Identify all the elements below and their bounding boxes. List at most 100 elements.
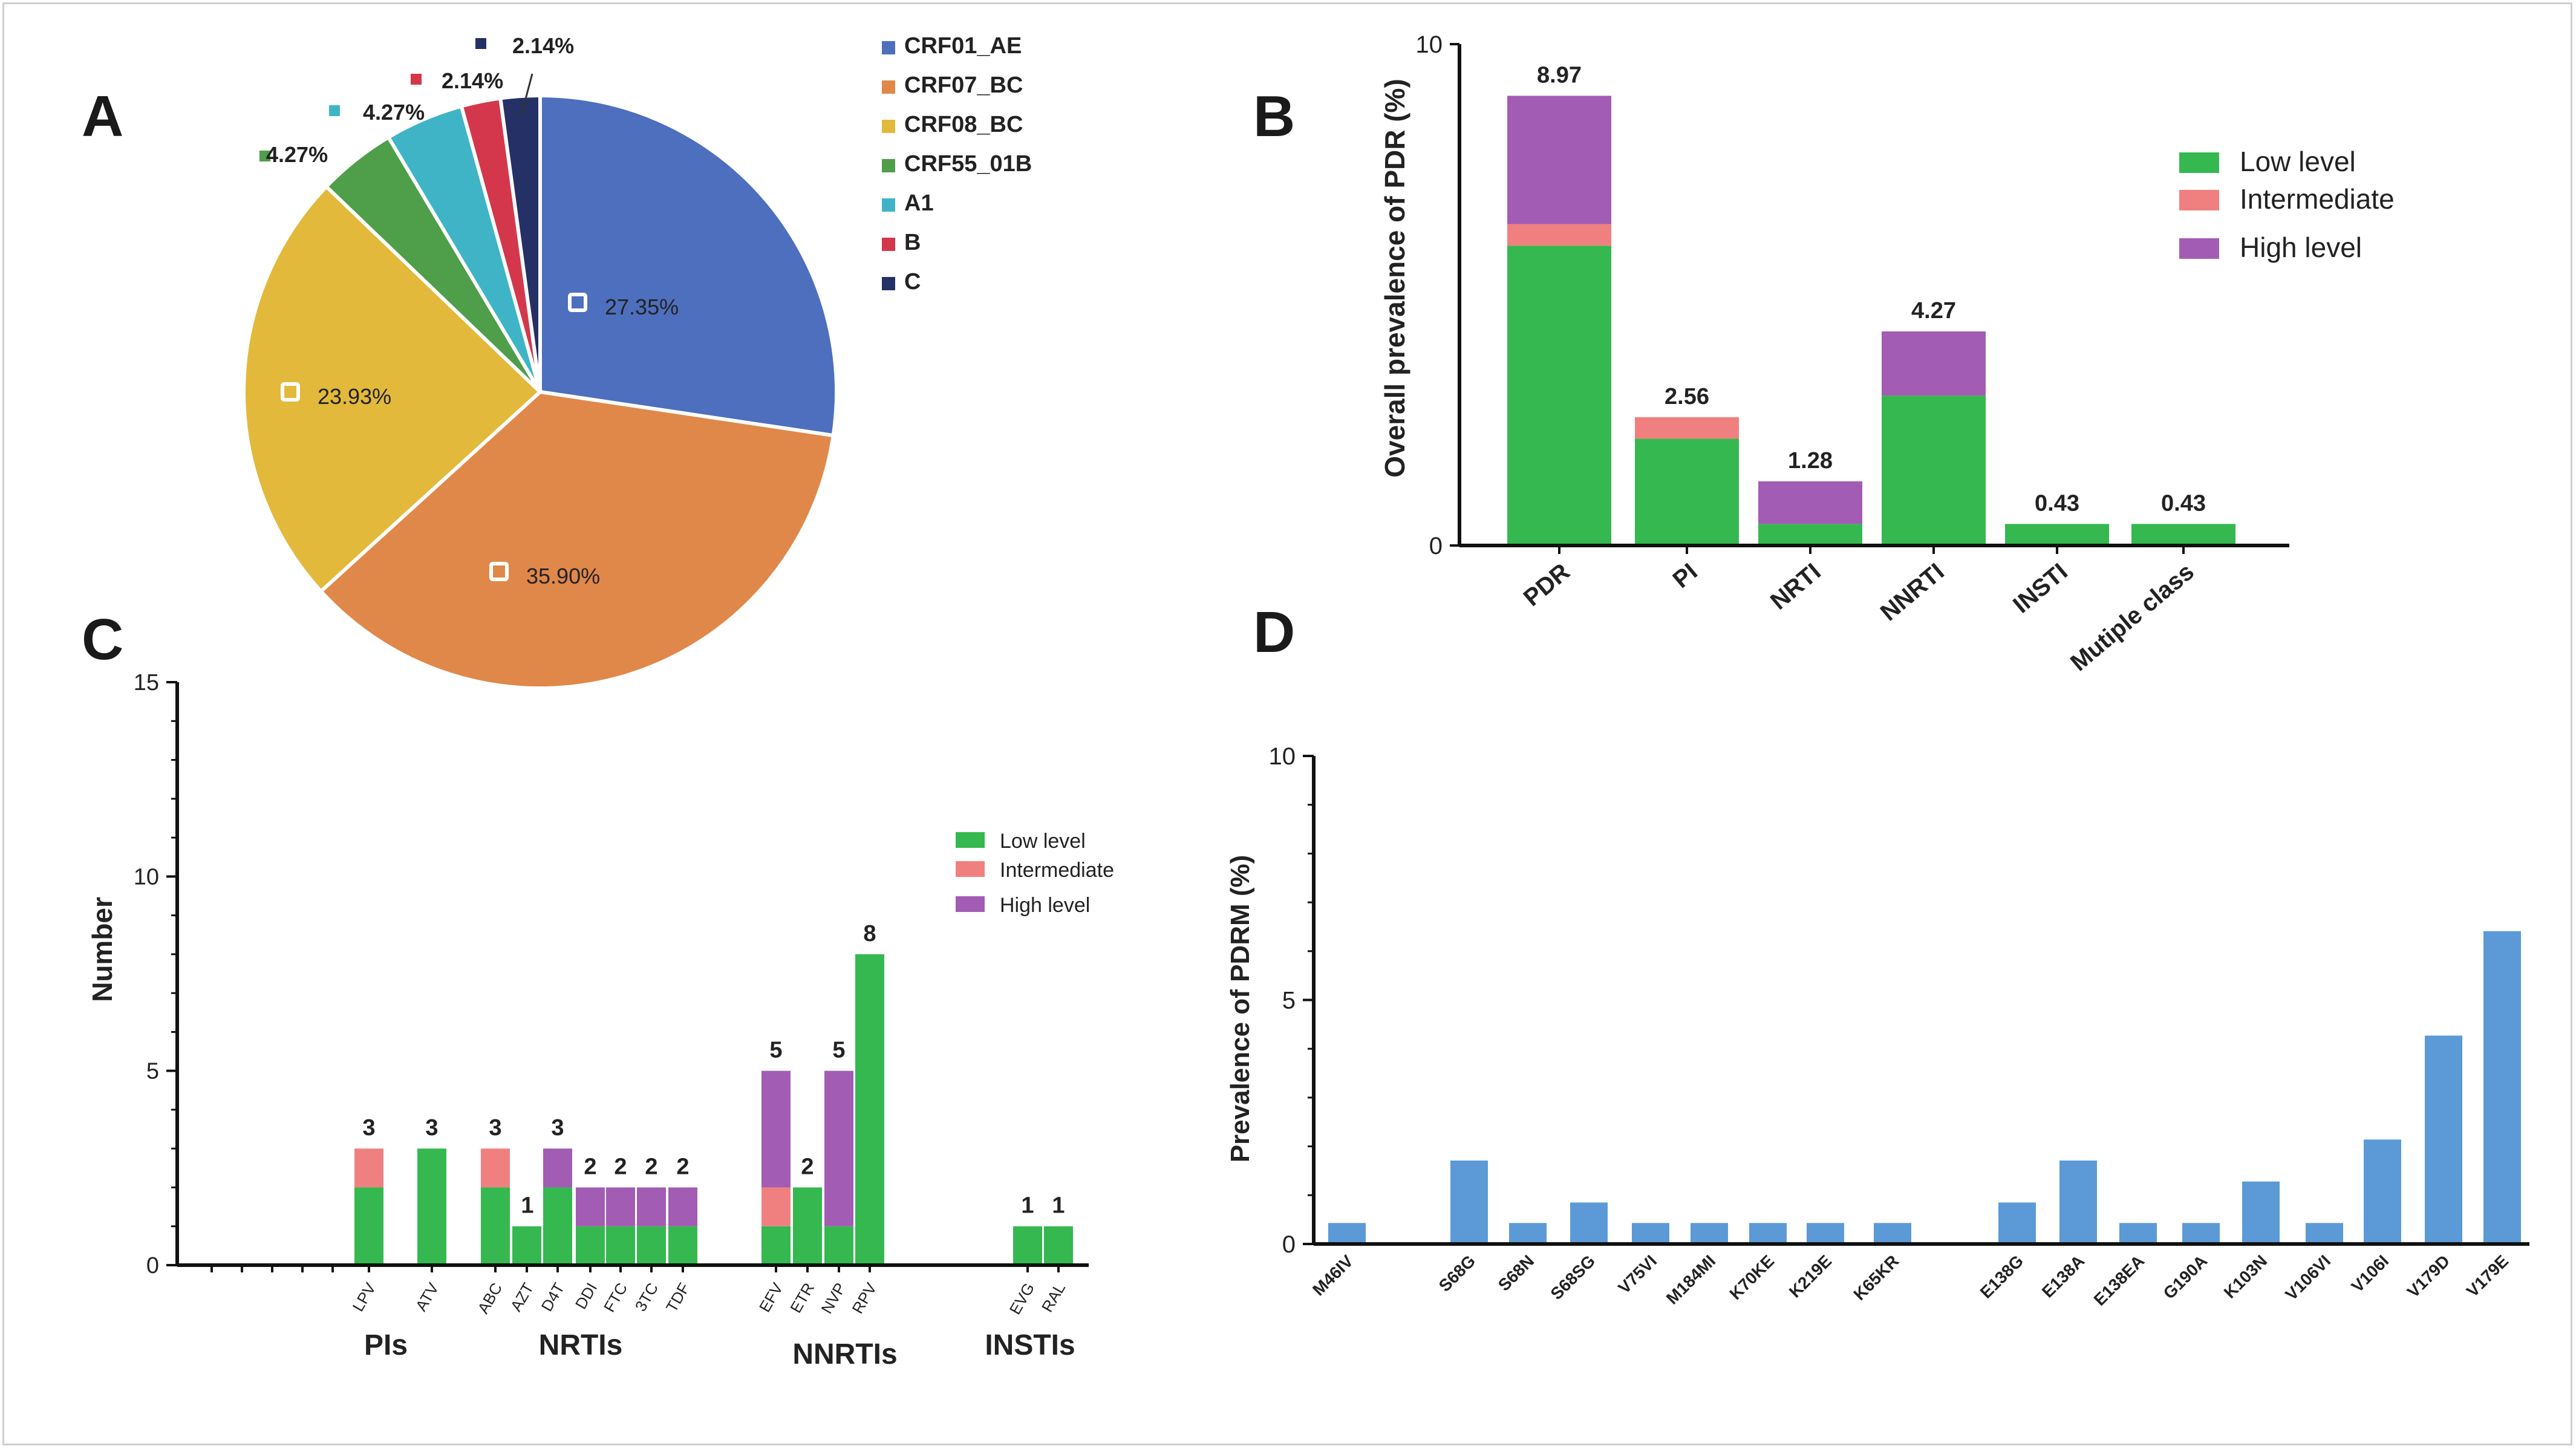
y-tick-label: 0 bbox=[146, 1253, 159, 1278]
bar-total-ral: 1 bbox=[1052, 1193, 1065, 1219]
bar-v75vi bbox=[1632, 1223, 1669, 1244]
bar-d4t-low-level bbox=[543, 1187, 572, 1265]
legend-swatch-crf08-bc bbox=[882, 120, 895, 133]
bar-s68sg bbox=[1570, 1202, 1608, 1244]
legend-swatch-crf01-ae bbox=[882, 41, 895, 54]
legend-label-crf07-bc: CRF07_BC bbox=[904, 73, 1023, 98]
legend-label-crf55-01b: CRF55_01B bbox=[904, 151, 1032, 177]
bar-pi-intermediate bbox=[1635, 417, 1739, 439]
bar-g190a bbox=[2182, 1223, 2220, 1244]
x-tick-label-evg: EVG bbox=[1006, 1280, 1038, 1318]
pie-slice-c bbox=[498, 93, 542, 392]
x-tick-label-k70ke: K70KE bbox=[1726, 1251, 1778, 1303]
legend-swatch-crf07-bc bbox=[882, 80, 895, 94]
pie-label-marker bbox=[259, 151, 270, 161]
x-tick-label-nnrti: NNRTI bbox=[1876, 558, 1949, 626]
pie-label-crf55-01b: 4.27% bbox=[266, 142, 328, 167]
pie-chart-subtypes: 27.35% 35.90% 23.93% 4.27% 4.27% 2.14% 2.14% CR… bbox=[242, 33, 1032, 691]
x-tick-label-m46iv: M46IV bbox=[1309, 1251, 1357, 1299]
bar-ddi-high-level bbox=[576, 1187, 605, 1226]
pie-slice-crf01-ae bbox=[538, 93, 839, 438]
bar-insti-low-level bbox=[2005, 524, 2109, 545]
pie-label-c: 2.14% bbox=[512, 33, 574, 58]
bar-pdr-intermediate bbox=[1507, 224, 1611, 246]
x-tick-label-k103n: K103N bbox=[2220, 1251, 2271, 1302]
bar-total-pdr: 8.97 bbox=[1537, 62, 1582, 88]
bar-atv-low-level bbox=[417, 1148, 446, 1265]
x-tick-label-k219e: K219E bbox=[1785, 1251, 1835, 1301]
bar-total-ddi: 2 bbox=[584, 1154, 596, 1179]
bar-rpv-low-level bbox=[855, 954, 884, 1265]
legend-label-b: B bbox=[904, 230, 921, 255]
bar-m184mi bbox=[1691, 1223, 1728, 1244]
legend-swatch-crf55-01b bbox=[882, 159, 895, 172]
bar-mutiple-class-low-level bbox=[2131, 524, 2235, 545]
panel-letter-c: C bbox=[82, 607, 123, 672]
bar-e138g bbox=[1998, 1202, 2036, 1244]
bar-total-ftc: 2 bbox=[614, 1154, 627, 1179]
x-tick-label-nvp: NVP bbox=[817, 1280, 849, 1317]
bar-total-atv: 3 bbox=[425, 1115, 438, 1141]
x-tick-label-insti: INSTI bbox=[2008, 558, 2073, 618]
bar-total-azt: 1 bbox=[521, 1193, 533, 1219]
x-tick-label-etr: ETR bbox=[786, 1280, 818, 1316]
y-tick-label: 5 bbox=[146, 1059, 159, 1084]
x-tick-label-g190a: G190A bbox=[2160, 1251, 2211, 1303]
legend-label-low-level: Low level bbox=[1000, 830, 1086, 853]
bar-k219e bbox=[1807, 1223, 1844, 1244]
pie-label-b: 2.14% bbox=[442, 68, 503, 93]
bar-v106vi bbox=[2306, 1223, 2343, 1244]
panel-letter-b: B bbox=[1253, 84, 1295, 149]
bar-lpv-low-level bbox=[354, 1187, 383, 1265]
x-tick-label-efv: EFV bbox=[755, 1279, 787, 1315]
bar-nrti-high-level bbox=[1758, 481, 1862, 524]
bar-nnrti-low-level bbox=[1882, 396, 1986, 545]
bar-s68g bbox=[1450, 1161, 1488, 1244]
bar-ddi-low-level bbox=[576, 1226, 605, 1265]
y-axis-label: Overall prevalence of PDR (%) bbox=[1379, 79, 1410, 478]
bar-k65kr bbox=[1874, 1223, 1911, 1244]
pie-slice-crf08-bc bbox=[242, 184, 543, 594]
legend-swatch-low-level bbox=[2179, 152, 2219, 173]
x-tick-label-s68n: S68N bbox=[1495, 1251, 1537, 1294]
legend-label-intermediate: Intermediate bbox=[1000, 859, 1114, 882]
group-label-pis: PIs bbox=[364, 1329, 408, 1361]
bar-ftc-high-level bbox=[606, 1187, 635, 1226]
bar-s68n bbox=[1509, 1223, 1547, 1244]
legend-swatch-c bbox=[882, 277, 895, 290]
bar-pdr-low-level bbox=[1507, 246, 1611, 545]
bar-total-nrti: 1.28 bbox=[1788, 448, 1833, 474]
x-tick-label-e138a: E138A bbox=[2038, 1251, 2088, 1301]
x-tick-label-v106i: V106I bbox=[2348, 1251, 2393, 1296]
bar-total-efv: 5 bbox=[769, 1038, 782, 1063]
bar-total-evg: 1 bbox=[1021, 1193, 1034, 1219]
bar-nvp-low-level bbox=[824, 1226, 853, 1265]
legend-label-a1: A1 bbox=[904, 190, 934, 216]
x-tick-label-3tc: 3TC bbox=[631, 1280, 662, 1315]
legend-swatch-intermediate bbox=[2179, 190, 2219, 210]
x-tick-label-pi: PI bbox=[1668, 558, 1703, 593]
x-tick-label-rpv: RPV bbox=[848, 1279, 880, 1317]
y-tick-label: 10 bbox=[134, 864, 159, 890]
group-label-instis: INSTIs bbox=[985, 1329, 1075, 1361]
x-tick-label-mutiple-class: Mutiple class bbox=[2066, 558, 2199, 676]
bar-ftc-low-level bbox=[606, 1226, 635, 1265]
bar-total-abc: 3 bbox=[489, 1115, 501, 1141]
group-label-nnrtis: NNRTIs bbox=[792, 1338, 897, 1370]
legend-label-high-level: High level bbox=[1000, 894, 1090, 917]
x-tick-label-m184mi: M184MI bbox=[1663, 1251, 1719, 1307]
legend-label-c: C bbox=[904, 269, 921, 295]
bar-total-d4t: 3 bbox=[551, 1115, 564, 1141]
pie-label-crf01-ae: 27.35% bbox=[605, 295, 679, 319]
bar-total-3tc: 2 bbox=[645, 1154, 657, 1179]
x-tick-label-nrti: NRTI bbox=[1766, 558, 1826, 615]
x-tick-label-abc: ABC bbox=[474, 1280, 506, 1317]
legend-swatch-low-level bbox=[956, 832, 985, 848]
pie-label-marker bbox=[568, 293, 587, 312]
x-tick-label-s68g: S68G bbox=[1435, 1251, 1479, 1295]
bar-v106i bbox=[2364, 1139, 2401, 1244]
bar-total-etr: 2 bbox=[801, 1154, 814, 1179]
